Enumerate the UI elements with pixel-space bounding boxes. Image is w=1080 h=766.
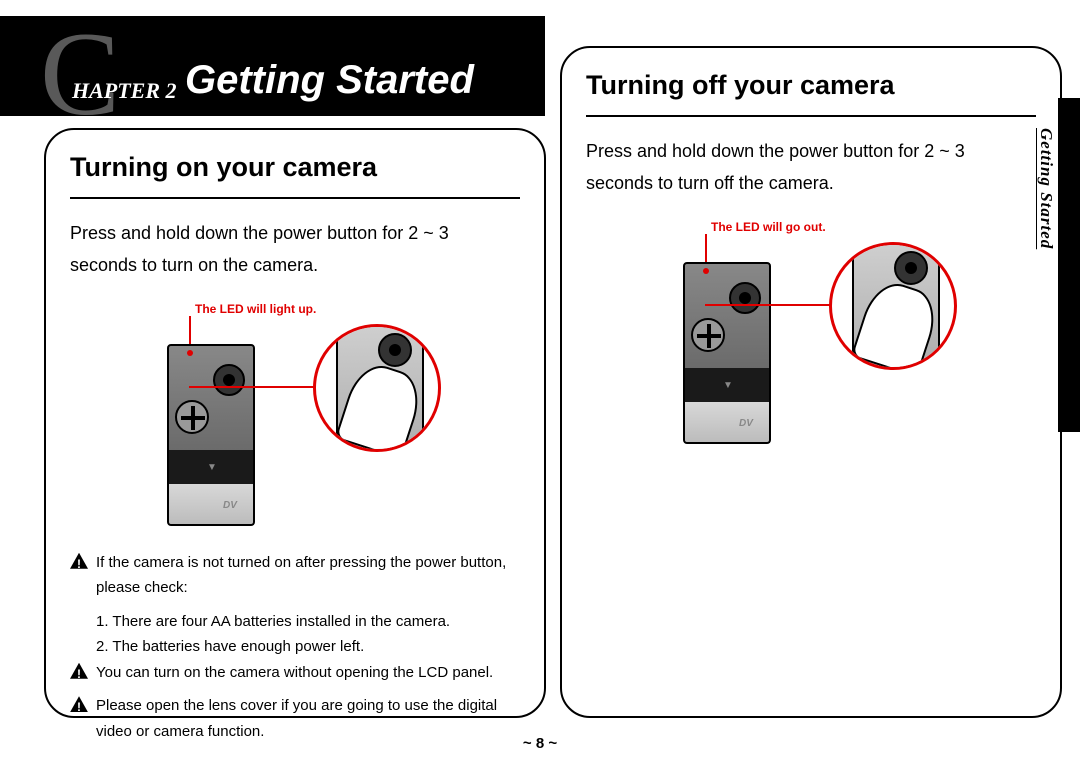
zoom-lens-icon: [378, 333, 412, 367]
warning-icon: [70, 696, 88, 712]
dv-badge: DV: [739, 418, 753, 429]
chevron-down-icon: ▼: [723, 380, 733, 391]
side-tab: [1058, 98, 1080, 432]
figure-turn-on: The LED will light up. ▼ DV: [135, 302, 455, 532]
chapter-number-label: HAPTER 2: [72, 78, 177, 104]
zoom-detail-circle: [829, 242, 957, 370]
page-number: ~ 8 ~: [0, 735, 1080, 752]
led-icon: [187, 350, 193, 356]
divider: [586, 115, 1036, 117]
dpad-icon: [175, 400, 209, 434]
note-subitem: 2. The batteries have enough power left.: [96, 634, 520, 660]
led-icon: [703, 268, 709, 274]
note-text: You can turn on the camera without openi…: [96, 660, 493, 686]
chapter-title: Getting Started: [185, 58, 474, 103]
dpad-icon: [691, 318, 725, 352]
note-item: If the camera is not turned on after pre…: [70, 550, 520, 601]
dv-badge: DV: [223, 500, 237, 511]
body-turn-off: Press and hold down the power button for…: [586, 135, 1036, 200]
note-text: If the camera is not turned on after pre…: [96, 550, 520, 601]
chevron-down-icon: ▼: [207, 462, 217, 473]
heading-turn-on: Turning on your camera: [70, 152, 520, 183]
camera-illustration: ▼ DV: [167, 344, 255, 526]
warning-icon: [70, 553, 88, 569]
warning-icon: [70, 663, 88, 679]
panel-turning-off: Turning off your camera Press and hold d…: [560, 46, 1062, 718]
notes-block: If the camera is not turned on after pre…: [70, 550, 520, 745]
camera-lens-icon: [213, 364, 245, 396]
side-tab-label: Getting Started: [1036, 128, 1056, 249]
led-label-off: The LED will go out.: [711, 220, 826, 234]
body-turn-on: Press and hold down the power button for…: [70, 217, 520, 282]
heading-turn-off: Turning off your camera: [586, 70, 1036, 101]
divider: [70, 197, 520, 199]
note-item: You can turn on the camera without openi…: [70, 660, 520, 686]
note-subitem: 1. There are four AA batteries installed…: [96, 609, 520, 635]
camera-lens-icon: [729, 282, 761, 314]
camera-illustration: ▼ DV: [683, 262, 771, 444]
panel-turning-on: Turning on your camera Press and hold do…: [44, 128, 546, 718]
zoom-lens-icon: [894, 251, 928, 285]
zoom-detail-circle: [313, 324, 441, 452]
led-label-on: The LED will light up.: [195, 302, 316, 316]
figure-turn-off: The LED will go out. ▼ DV: [651, 220, 971, 450]
